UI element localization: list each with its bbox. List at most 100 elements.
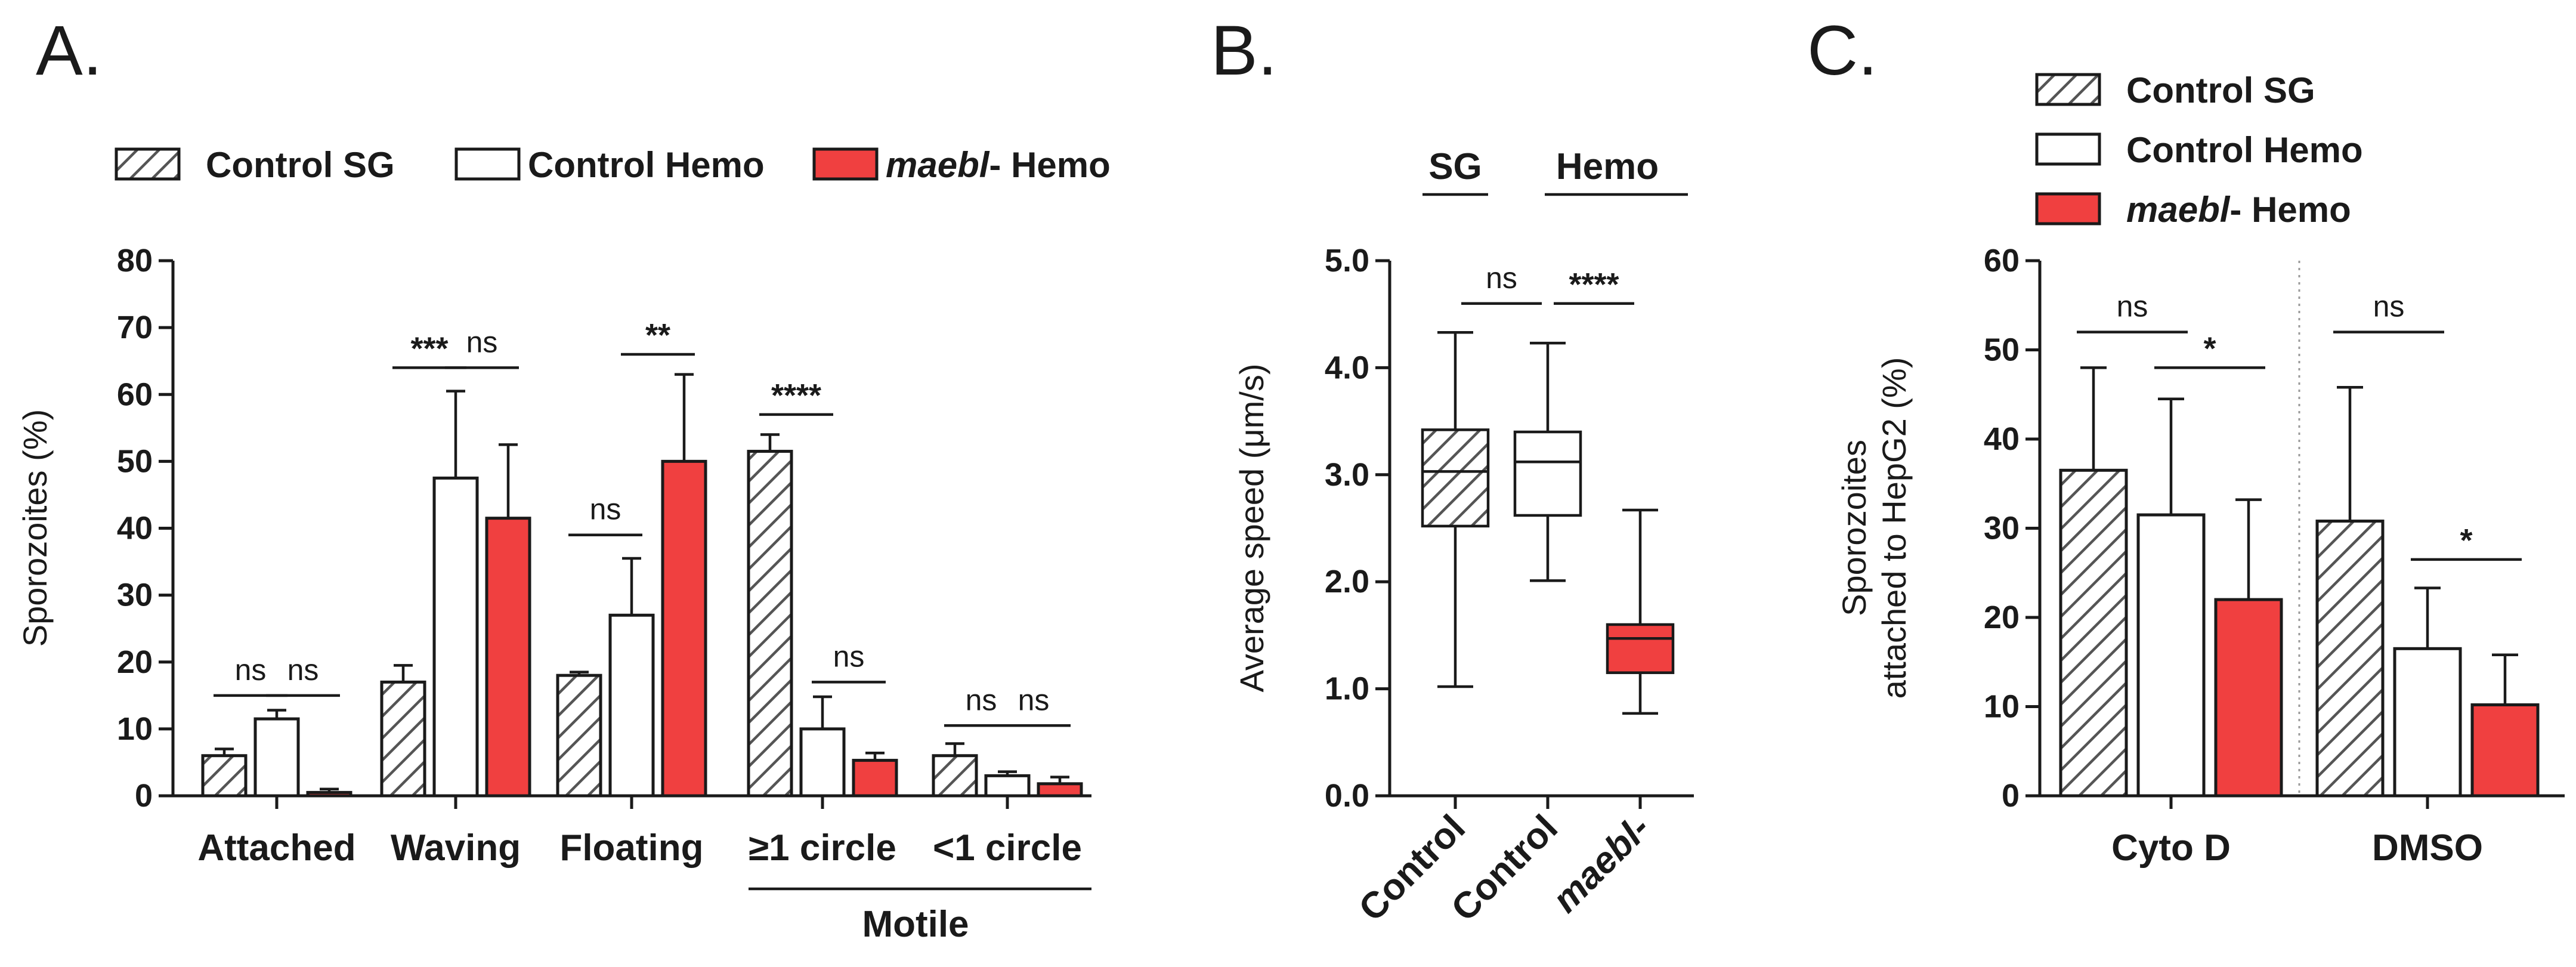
significance-label: ns [1018, 683, 1050, 716]
bar-maebl-hemo-1-circle [852, 759, 898, 798]
significance-label: ns [833, 639, 865, 673]
y-tick-label: 40 [1984, 421, 2020, 457]
category-label-1-circle: <1 circle [933, 827, 1082, 869]
y-tick-label: 20 [1984, 600, 2020, 635]
group-label-sg: SG [1428, 146, 1482, 187]
y-tick-label: 80 [117, 243, 153, 279]
panel-a-legend: Control SG Control Hemo maebl- Hemo [115, 145, 1111, 185]
bar-maebl-hemo-cyto-d [2214, 598, 2283, 798]
bar-control-hemo-1-circle [799, 727, 846, 798]
bar-maebl-hemo-dmso [2470, 703, 2540, 798]
panel-a-letter: A. [36, 11, 103, 90]
bar-maebl-hemo-floating [661, 459, 707, 798]
bar-control-sg-floating [556, 673, 602, 798]
y-tick-label: 30 [1984, 511, 2020, 546]
motile-group-label: Motile [862, 904, 969, 945]
box-iqr [1421, 428, 1490, 528]
significance-label: * [2460, 523, 2472, 558]
panel-c-legend: Control SG Control Hemo maebl- Hemo [2035, 70, 2363, 230]
category-label-attached: Attached [197, 827, 355, 869]
legend-label-control-hemo: Control Hemo [2126, 130, 2363, 170]
bar-maebl-hemo-attached [306, 790, 352, 798]
bar-maebl-hemo-1-circle [1037, 782, 1083, 798]
significance-label: * [2203, 330, 2216, 366]
bar-control-sg-1-circle [932, 754, 978, 798]
bar-control-hemo-cyto-d [2136, 513, 2206, 798]
bar-maebl-hemo-waving [485, 517, 531, 798]
panel-c-y-label-line2: attached to HepG2 (%) [1875, 357, 1913, 699]
bar-control-hemo-1-circle [984, 774, 1031, 798]
y-tick-label: 3.0 [1325, 457, 1369, 493]
panel-a-y-label: Sporozoites (%) [16, 409, 54, 647]
category-label-floating: Floating [559, 827, 703, 869]
box-iqr [1606, 623, 1675, 674]
y-tick-label: 0.0 [1325, 778, 1369, 814]
bar-control-hemo-dmso [2393, 647, 2462, 798]
significance-label: ** [645, 317, 670, 353]
panel-c-letter: C. [1807, 11, 1878, 90]
bar-control-hemo-floating [608, 613, 655, 798]
y-tick-label: 60 [1984, 243, 2020, 279]
legend-swatch-control-hemo [2035, 132, 2101, 166]
significance-label: ns [235, 653, 267, 687]
panel-b-letter: B. [1211, 11, 1278, 90]
bar-control-sg-dmso [2315, 520, 2385, 798]
category-label-waving: Waving [391, 827, 521, 869]
significance-label: ns [2117, 290, 2148, 323]
y-tick-label: 1.0 [1325, 671, 1369, 707]
significance-label: ns [966, 683, 997, 716]
significance-label: **** [1569, 267, 1619, 302]
legend-swatch-maebl-hemo [812, 147, 879, 181]
bar-control-sg-waving [380, 680, 426, 798]
significance-label: ns [2373, 290, 2405, 323]
significance-label: *** [410, 330, 448, 366]
y-tick-label: 40 [117, 511, 153, 546]
legend-label-maebl-hemo: maebl- Hemo [886, 145, 1111, 185]
box-iqr [1513, 430, 1582, 517]
significance-label: ns [287, 653, 319, 687]
panel-c-chart: Control SG Control Hemo maebl- Hemo Spor… [1835, 70, 2565, 869]
legend-label-control-sg: Control SG [2126, 70, 2315, 110]
bar-control-sg-cyto-d [2059, 468, 2128, 798]
y-tick-label: 5.0 [1325, 243, 1369, 279]
legend-swatch-maebl-hemo [2035, 192, 2101, 225]
y-tick-label: 0 [135, 778, 153, 814]
legend-label-control-hemo: Control Hemo [528, 145, 765, 185]
box-control-hatch [1421, 330, 1490, 688]
category-label-dmso: DMSO [2372, 827, 2483, 869]
category-label-maebl: maebl- [1545, 807, 1658, 920]
panel-b-chart: Average speed (μm/s) SG Hemo 0.0 1.0 2.0 3.… [1233, 146, 1694, 929]
group-label-hemo: Hemo [1556, 146, 1659, 187]
y-tick-label: 70 [117, 310, 153, 345]
legend-swatch-control-sg [115, 147, 181, 181]
y-tick-label: 0 [2002, 778, 2020, 814]
significance-label: ns [1486, 261, 1517, 295]
significance-label: **** [771, 378, 821, 413]
box-control-open [1513, 341, 1582, 582]
panel-b-y-label: Average speed (μm/s) [1233, 363, 1270, 692]
significance-label: ns [466, 325, 498, 359]
legend-swatch-control-hemo [454, 147, 521, 181]
bar-control-hemo-waving [432, 476, 479, 798]
y-tick-label: 30 [117, 577, 153, 613]
legend-swatch-control-sg [2035, 73, 2101, 106]
y-tick-label: 10 [117, 711, 153, 747]
legend-label-control-sg: Control SG [206, 145, 395, 185]
category-label-cyto-d: Cyto D [2111, 827, 2231, 869]
y-tick-label: 60 [117, 376, 153, 412]
significance-label: ns [590, 493, 621, 526]
bar-control-sg-1-circle [747, 450, 793, 798]
panel-c-y-label-line1: Sporozoites [1835, 440, 1873, 616]
category-label-1-circle: ≥1 circle [749, 827, 896, 869]
legend-label-maebl-hemo: maebl- Hemo [2126, 190, 2351, 230]
y-tick-label: 4.0 [1325, 350, 1369, 385]
y-tick-label: 20 [117, 644, 153, 680]
y-tick-label: 10 [1984, 689, 2020, 725]
panel-a-chart: Control SG Control Hemo maebl- Hemo Spor… [16, 145, 1111, 945]
y-tick-label: 50 [1984, 332, 2020, 368]
bar-control-sg-attached [201, 754, 248, 798]
y-tick-label: 50 [117, 443, 153, 479]
box-maebl-red [1606, 508, 1675, 715]
y-tick-label: 2.0 [1325, 564, 1369, 600]
